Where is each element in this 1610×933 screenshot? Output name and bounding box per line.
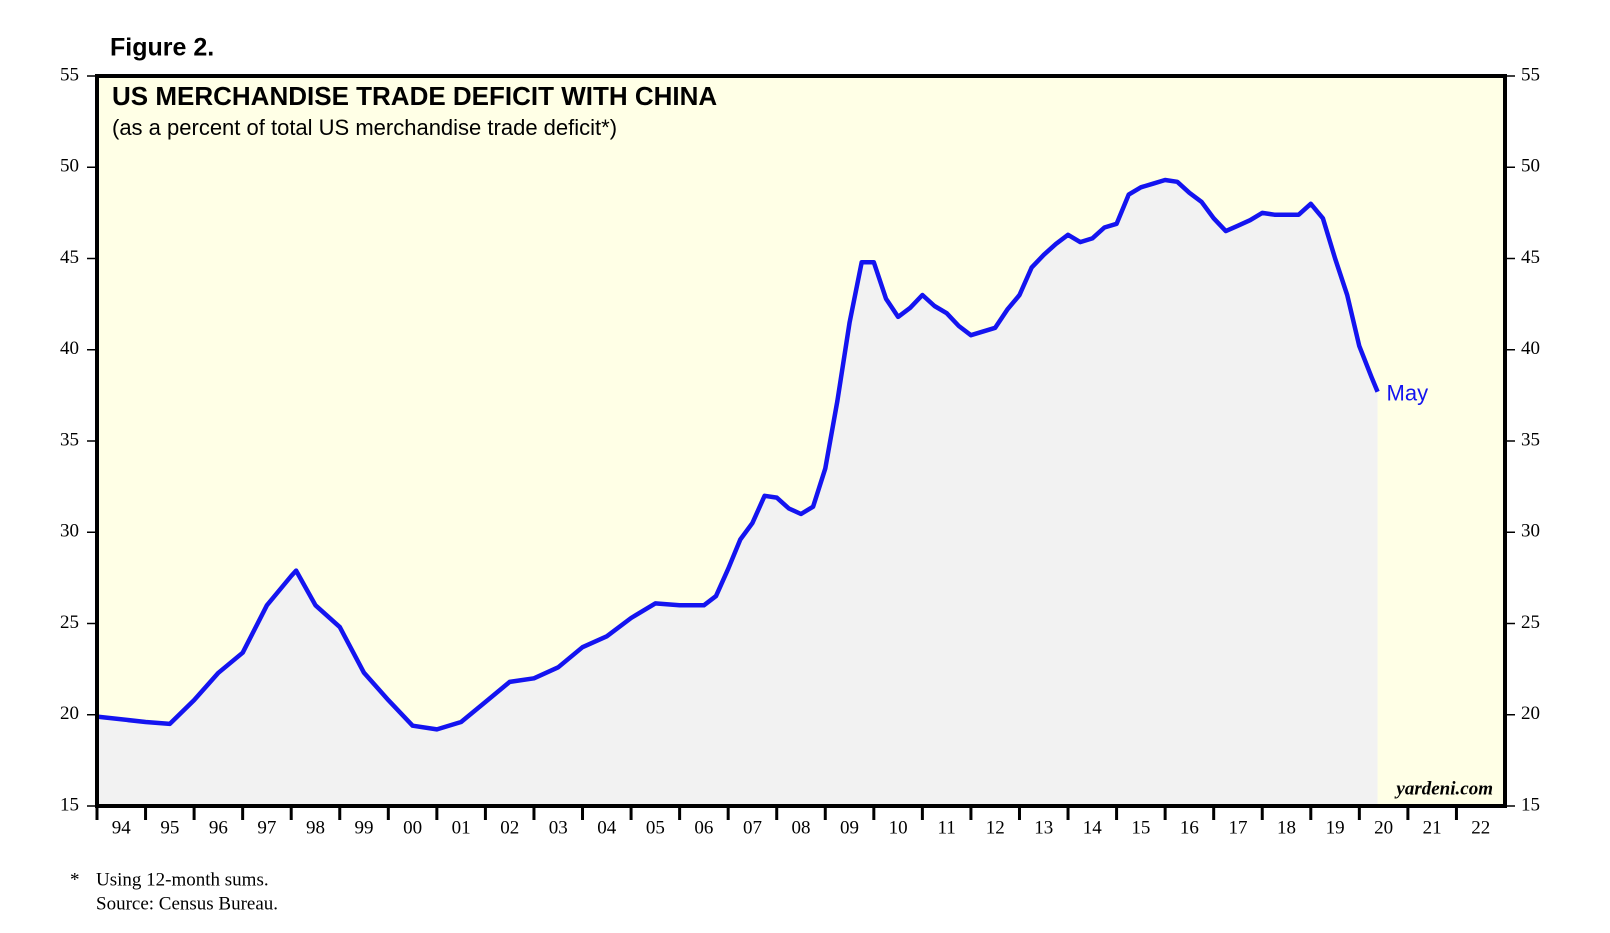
x-tick-label: 08: [792, 817, 811, 838]
credit: yardeni.com: [1394, 778, 1493, 799]
y2-tick-label: 30: [1521, 521, 1540, 542]
x-tick-label: 22: [1471, 817, 1490, 838]
y2-tick-label: 35: [1521, 429, 1540, 450]
y-tick-label: 50: [60, 156, 79, 177]
figure-label: Figure 2.: [110, 34, 214, 62]
source: Source: Census Bureau.: [96, 893, 278, 914]
x-tick-label: 13: [1034, 817, 1053, 838]
y-tick-label: 55: [60, 64, 79, 85]
y2-tick-label: 25: [1521, 612, 1540, 633]
y2-tick-label: 15: [1521, 794, 1540, 815]
y2-tick-label: 20: [1521, 703, 1540, 724]
x-tick-label: 04: [597, 817, 617, 838]
y2-tick-label: 40: [1521, 338, 1540, 359]
x-tick-label: 06: [694, 817, 713, 838]
x-tick-label: 17: [1228, 817, 1247, 838]
y-tick-label: 25: [60, 612, 79, 633]
footnote: Using 12-month sums.: [96, 869, 269, 890]
x-tick-label: 98: [306, 817, 325, 838]
x-tick-label: 03: [549, 817, 568, 838]
y-tick-label: 35: [60, 429, 79, 450]
x-tick-label: 09: [840, 817, 859, 838]
chart-title: US MERCHANDISE TRADE DEFICIT WITH CHINA: [112, 81, 717, 111]
y-tick-label: 30: [60, 521, 79, 542]
plot: [96, 177, 1380, 806]
x-tick-label: 21: [1423, 817, 1442, 838]
x-tick-label: 97: [257, 817, 276, 838]
y-tick-label: 45: [60, 247, 79, 268]
x-tick-label: 02: [500, 817, 519, 838]
x-tick-label: 19: [1326, 817, 1345, 838]
x-tick-label: 07: [743, 817, 762, 838]
annotation: May: [1387, 381, 1429, 406]
y2-tick-label: 50: [1521, 156, 1540, 177]
x-tick-label: 15: [1131, 817, 1150, 838]
x-tick-label: 11: [938, 817, 956, 838]
x-tick-label: 00: [403, 817, 422, 838]
x-tick-label: 01: [452, 817, 471, 838]
x-tick-label: 96: [209, 817, 228, 838]
y-tick-label: 20: [60, 703, 79, 724]
x-tick-label: 99: [355, 817, 374, 838]
chart-subtitle: (as a percent of total US merchandise tr…: [112, 115, 617, 140]
x-tick-label: 12: [986, 817, 1005, 838]
x-tick-label: 18: [1277, 817, 1296, 838]
x-tick-label: 20: [1374, 817, 1393, 838]
footnote-marker: *: [70, 869, 80, 890]
x-tick-label: 10: [889, 817, 908, 838]
x-tick-label: 94: [112, 817, 132, 838]
y-tick-label: 40: [60, 338, 79, 359]
y-tick-label: 15: [60, 794, 79, 815]
x-tick-label: 14: [1083, 817, 1103, 838]
y2-tick-label: 45: [1521, 247, 1540, 268]
x-tick-label: 16: [1180, 817, 1199, 838]
area: [97, 180, 1378, 806]
line: [96, 177, 1380, 732]
y2-tick-label: 55: [1521, 64, 1540, 85]
x-tick-label: 05: [646, 817, 665, 838]
x-tick-label: 95: [160, 817, 179, 838]
